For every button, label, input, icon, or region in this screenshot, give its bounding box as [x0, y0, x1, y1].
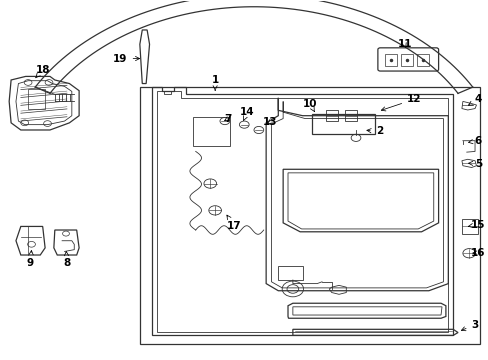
Bar: [28, 89, 45, 109]
Bar: [193, 117, 229, 146]
Text: 18: 18: [35, 65, 50, 78]
Text: 14: 14: [240, 107, 254, 120]
Text: 10: 10: [302, 99, 317, 112]
Text: 8: 8: [63, 252, 70, 268]
Text: 5: 5: [468, 158, 481, 168]
Bar: [400, 54, 412, 66]
Bar: [140, 87, 479, 344]
Text: 13: 13: [262, 117, 277, 127]
Bar: [312, 114, 375, 134]
Text: 11: 11: [397, 39, 411, 49]
Text: 7: 7: [224, 113, 231, 123]
Text: 1: 1: [211, 75, 218, 91]
Bar: [325, 110, 337, 121]
Text: 4: 4: [468, 94, 481, 105]
Text: 2: 2: [366, 126, 382, 136]
Text: 9: 9: [27, 251, 34, 268]
Text: 19: 19: [113, 54, 140, 64]
Bar: [462, 219, 477, 234]
Text: 17: 17: [226, 215, 242, 231]
Text: 15: 15: [468, 220, 485, 230]
Text: 16: 16: [470, 248, 485, 258]
Text: 3: 3: [461, 320, 478, 331]
Bar: [385, 54, 396, 66]
Bar: [416, 54, 428, 66]
Text: 12: 12: [381, 94, 421, 111]
Text: 6: 6: [468, 136, 481, 146]
Bar: [345, 110, 357, 121]
